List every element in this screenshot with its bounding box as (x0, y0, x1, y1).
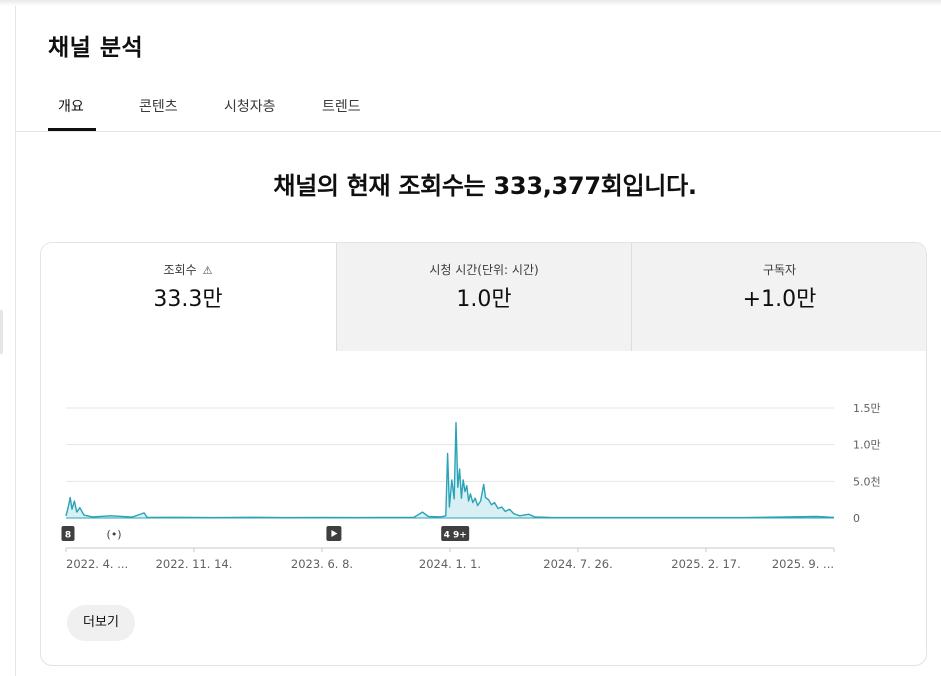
x-tick-label: 2023. 6. 8. (291, 557, 353, 571)
tab-trends[interactable]: 트렌드 (322, 99, 361, 115)
y-tick-label: 1.0만 (853, 439, 881, 452)
marker-label: 4 9+ (444, 531, 467, 541)
marker-badge (61, 526, 75, 541)
play-icon[interactable] (326, 526, 342, 541)
metric-views-label: 조회수 (163, 263, 197, 277)
y-tick-label: 5.0천 (853, 474, 881, 488)
y-tick-label: 1.5만 (853, 402, 881, 415)
top-app-bar-shadow (0, 0, 941, 6)
warning-icon[interactable]: ⚠ (202, 264, 213, 277)
live-icon[interactable]: (•) (107, 528, 122, 541)
metric-views[interactable]: 조회수 ⚠ 33.3만 (41, 243, 335, 351)
left-panel-divider (15, 6, 16, 676)
views-headline: 채널의 현재 조회수는 333,377회입니다. (273, 172, 697, 200)
metric-views-value: 33.3만 (153, 287, 223, 312)
live-icon: (•) (107, 528, 122, 541)
marker-label: 8 (65, 531, 71, 541)
x-tick-label: 2022. 11. 14. (156, 557, 233, 571)
series-line (65, 422, 835, 519)
x-tick-label: 2022. 4. ... (66, 557, 128, 571)
more-button[interactable]: 더보기 (67, 605, 135, 641)
left-panel-edge (0, 310, 3, 354)
play-icon (331, 530, 338, 537)
tab-audience[interactable]: 시청자층 (224, 99, 276, 115)
active-tab-indicator (48, 128, 96, 131)
metric-watch-time-value: 1.0만 (456, 287, 512, 312)
x-tick-label: 2024. 7. 26. (543, 557, 613, 571)
tab-content[interactable]: 콘텐츠 (139, 99, 178, 115)
views-line-chart[interactable]: 1.5만 1.0만 5.0천 0 8 (•) 4 9+ 2022. 4. ... 2022. 1… (41, 351, 926, 601)
x-tick-label: 2025. 9. ... (772, 557, 834, 571)
metric-subscribers-label: 구독자 (762, 263, 797, 277)
metric-subscribers[interactable]: 구독자 +1.0만 (631, 243, 926, 351)
x-tick-label: 2025. 2. 17. (671, 557, 741, 571)
event-marker[interactable]: 8 (61, 526, 75, 541)
analytics-card: 조회수 ⚠ 33.3만 시청 시간(단위: 시간) 1.0만 구독자 +1.0만 … (40, 242, 927, 666)
tab-divider (16, 131, 941, 132)
metric-watch-time-label: 시청 시간(단위: 시간) (429, 263, 539, 277)
page-title: 채널 분석 (48, 35, 144, 61)
y-tick-label: 0 (853, 512, 860, 525)
x-tick-label: 2024. 1. 1. (419, 557, 481, 571)
metric-watch-time[interactable]: 시청 시간(단위: 시간) 1.0만 (336, 243, 631, 351)
marker-badge (441, 526, 470, 541)
metric-subscribers-value: +1.0만 (742, 287, 817, 312)
tab-overview[interactable]: 개요 (58, 99, 84, 115)
event-marker[interactable]: 4 9+ (441, 526, 470, 541)
